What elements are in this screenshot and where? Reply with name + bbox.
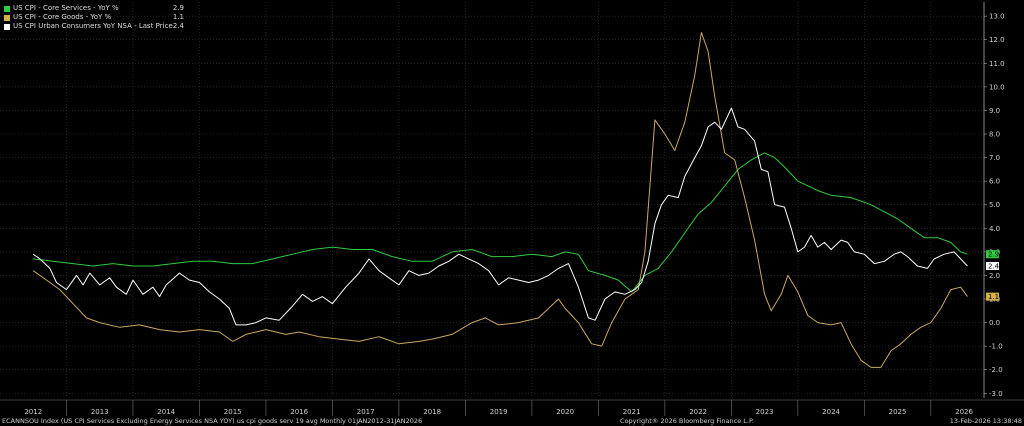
last-value-label: 2.4 xyxy=(988,263,1000,271)
x-tick-label: 2014 xyxy=(157,408,175,416)
x-tick-label: 2022 xyxy=(689,408,707,416)
footer-source: ECANNSOU Index (US CPI Services Excludin… xyxy=(2,417,423,425)
y-tick-label: -1.0 xyxy=(989,343,1003,351)
footer-copyright: Copyright® 2026 Bloomberg Finance L.P. xyxy=(620,417,754,425)
y-tick-label: 6.0 xyxy=(989,178,1000,186)
chart-series-group xyxy=(32,32,968,368)
y-tick-label: 4.0 xyxy=(989,225,1000,233)
y-tick-label: 2.0 xyxy=(989,272,1000,280)
last-value-label: 2.9 xyxy=(988,251,999,259)
footer-timestamp: 13-Feb-2026 13:38:48 xyxy=(949,417,1022,425)
y-tick-label: -3.0 xyxy=(989,390,1003,398)
legend-label: US CPI Urban Consumers YoY NSA - Last Pr… xyxy=(13,22,173,30)
last-value-badge xyxy=(986,292,999,301)
last-value-badge xyxy=(986,250,999,259)
x-tick-label: 2020 xyxy=(556,408,574,416)
series-line-2 xyxy=(32,32,968,368)
legend-value: 1.1 xyxy=(172,13,184,21)
x-tick-label: 2018 xyxy=(423,408,441,416)
legend-item-core-services[interactable]: US CPI - Core Services - YoY % 2.9 xyxy=(4,4,184,13)
legend-swatch-core-services xyxy=(4,5,10,12)
y-tick-label: 7.0 xyxy=(989,154,1000,162)
chart-axes: 13.012.011.010.09.08.07.06.05.04.03.02.0… xyxy=(0,2,1024,416)
x-tick-label: 2021 xyxy=(623,408,641,416)
legend-label: US CPI - Core Services - YoY % xyxy=(13,4,119,12)
series-line-3 xyxy=(32,107,968,326)
legend-label: US CPI - Core Goods - YoY % xyxy=(13,13,112,21)
x-tick-label: 2026 xyxy=(955,408,973,416)
y-tick-label: 9.0 xyxy=(989,107,1000,115)
x-tick-label: 2013 xyxy=(91,408,109,416)
y-tick-label: 13.0 xyxy=(989,13,1005,21)
y-tick-label: 10.0 xyxy=(989,83,1005,91)
y-tick-label: 8.0 xyxy=(989,131,1000,139)
x-tick-label: 2016 xyxy=(290,408,308,416)
legend-item-headline-cpi[interactable]: US CPI Urban Consumers YoY NSA - Last Pr… xyxy=(4,22,184,31)
chart-gridlines xyxy=(0,2,984,398)
legend-item-core-goods[interactable]: US CPI - Core Goods - YoY % 1.1 xyxy=(4,13,184,22)
legend-value: 2.9 xyxy=(172,4,184,12)
y-tick-label: 5.0 xyxy=(989,201,1000,209)
last-value-label: 1.1 xyxy=(988,293,999,301)
legend-value: 2.4 xyxy=(172,22,184,30)
legend-swatch-core-goods xyxy=(4,14,10,21)
y-tick-label: 0.0 xyxy=(989,319,1000,327)
x-tick-label: 2019 xyxy=(490,408,508,416)
x-tick-label: 2012 xyxy=(24,408,42,416)
chart-legend: US CPI - Core Services - YoY % 2.9 US CP… xyxy=(4,4,184,31)
x-tick-label: 2023 xyxy=(756,408,774,416)
x-tick-label: 2017 xyxy=(357,408,375,416)
x-tick-label: 2025 xyxy=(889,408,907,416)
legend-swatch-headline-cpi xyxy=(4,23,10,30)
chart-footer: ECANNSOU Index (US CPI Services Excludin… xyxy=(0,416,1024,426)
x-tick-label: 2015 xyxy=(224,408,242,416)
y-tick-label: 11.0 xyxy=(989,60,1005,68)
y-tick-label: -2.0 xyxy=(989,366,1003,374)
series-line-1 xyxy=(33,152,968,293)
y-tick-label: 12.0 xyxy=(989,36,1005,44)
x-tick-label: 2024 xyxy=(822,408,840,416)
last-value-badge xyxy=(986,262,999,270)
